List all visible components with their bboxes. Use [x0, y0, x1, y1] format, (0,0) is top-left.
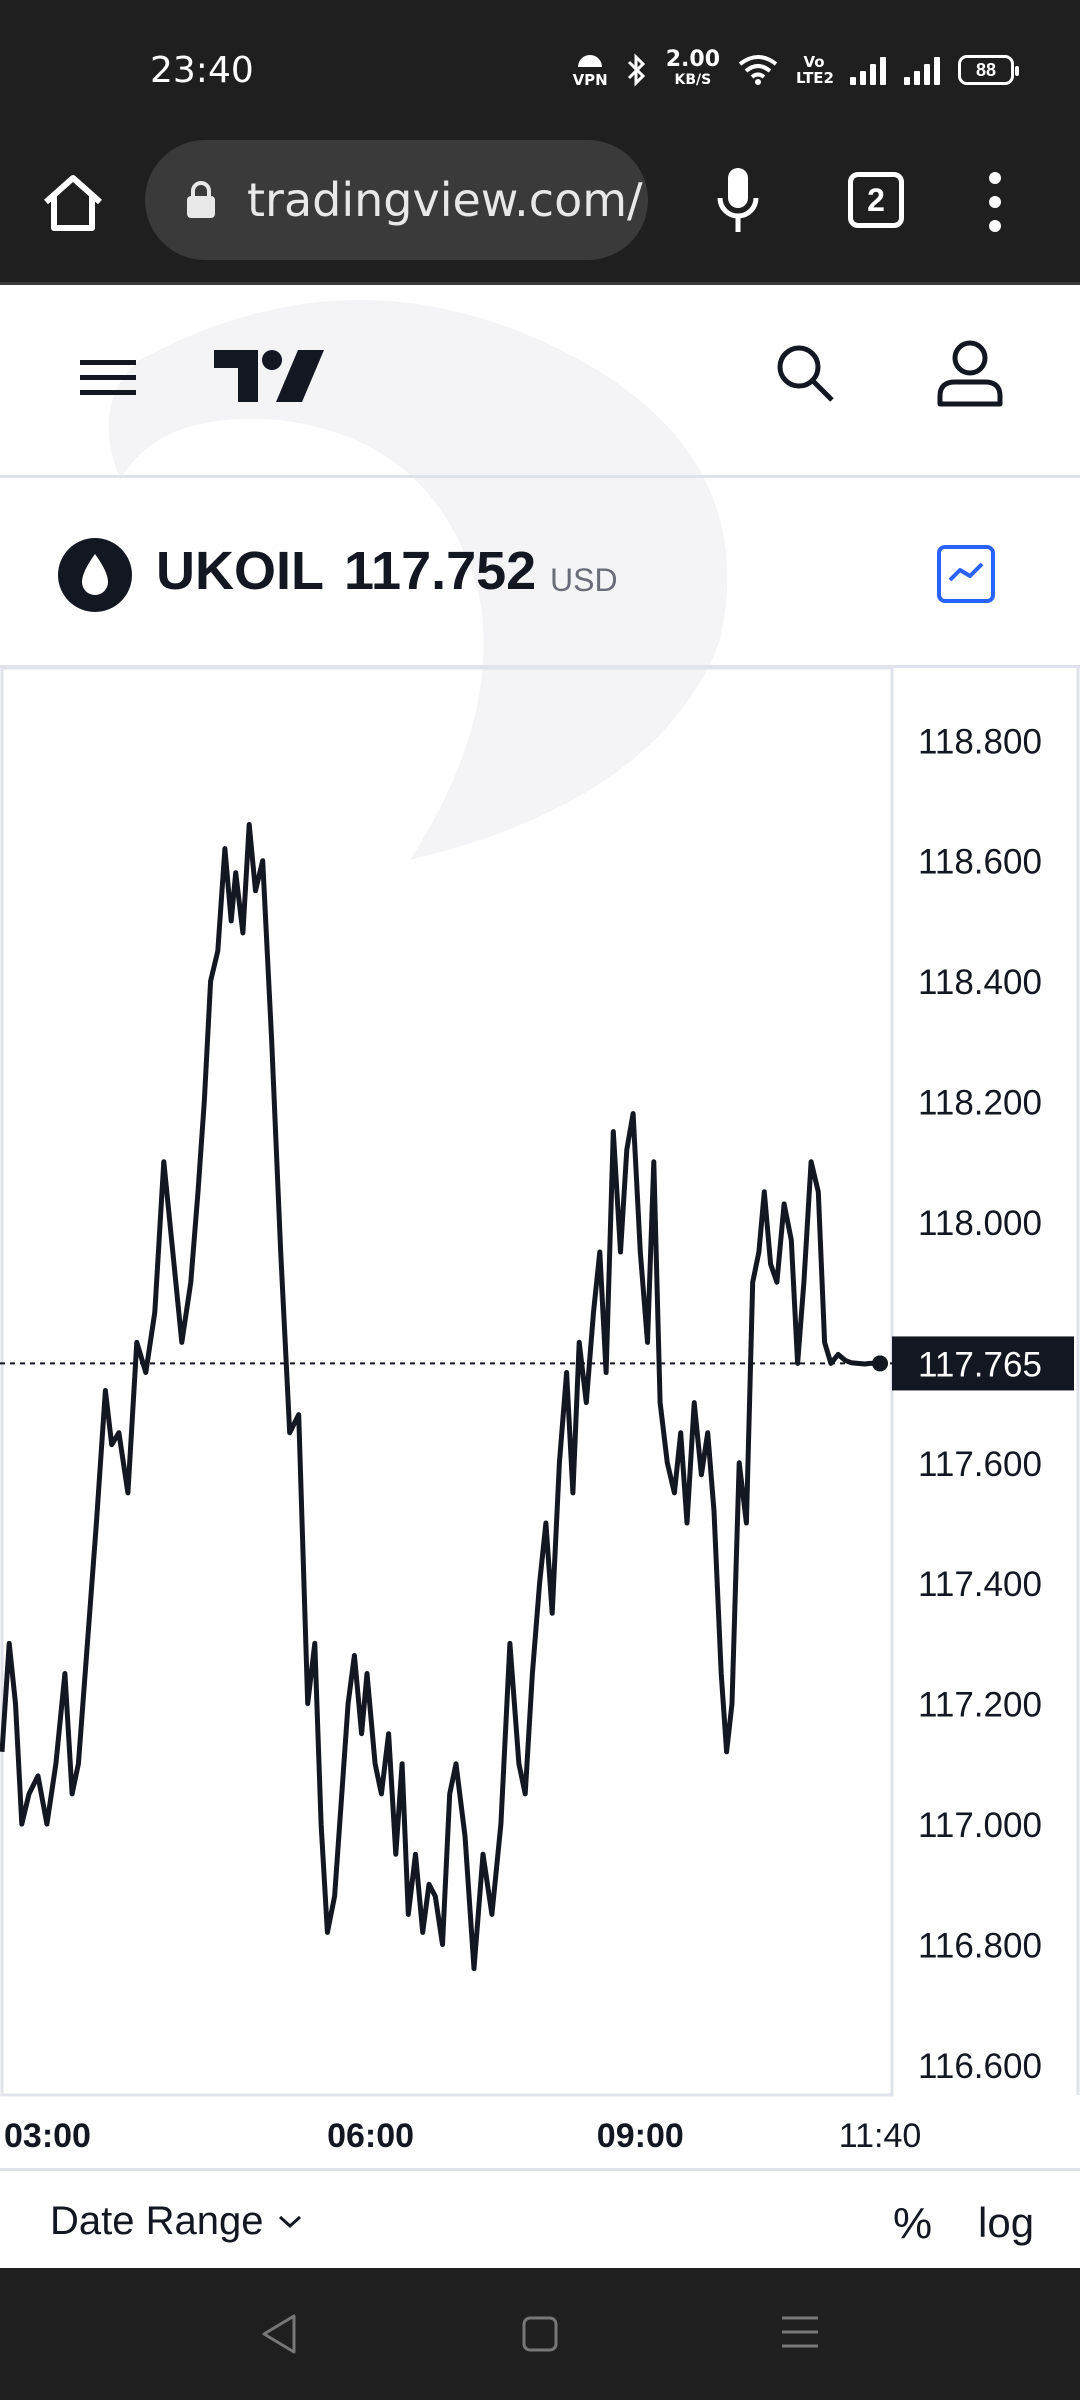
wifi-icon [738, 55, 778, 85]
url-text[interactable]: tradingview.com/ [247, 173, 643, 227]
microphone-icon[interactable] [710, 164, 766, 236]
vpn-icon: VPN [573, 53, 608, 88]
y-tick-label: 118.600 [918, 843, 1042, 882]
symbol-currency: USD [550, 562, 618, 598]
oil-drop-icon [58, 538, 132, 612]
user-account-icon[interactable] [935, 338, 1005, 408]
tab-switcher-button[interactable]: 2 [848, 172, 904, 228]
y-tick-label: 118.400 [918, 963, 1042, 1002]
percent-scale-button[interactable]: % [893, 2199, 933, 2248]
x-tick-label: 06:00 [327, 2117, 414, 2155]
date-range-label: Date Range [50, 2199, 264, 2243]
current-price-box [892, 1336, 1074, 1391]
volte-icon: Vo LTE2 [796, 53, 834, 87]
y-tick-label: 118.000 [918, 1204, 1042, 1243]
recent-apps-icon[interactable] [780, 2312, 820, 2352]
current-price-label: 117.765 [918, 1345, 1042, 1384]
y-tick-label: 117.600 [918, 1445, 1042, 1484]
status-bar: 23:40 VPN 2.00 KB/S Vo LTE2 88 [0, 0, 1080, 140]
x-tick-label: 09:00 [597, 2117, 684, 2155]
symbol-name[interactable]: UKOIL [156, 541, 324, 601]
status-time: 23:40 [150, 50, 254, 91]
watermark-logo [108, 300, 728, 860]
site-header [0, 288, 1080, 478]
tradingview-logo[interactable] [214, 346, 324, 406]
y-tick-label: 118.200 [918, 1084, 1042, 1123]
vpn-key-icon [578, 54, 603, 67]
home-icon[interactable] [38, 168, 108, 238]
date-range-button[interactable]: Date Range [50, 2199, 303, 2244]
y-tick-label: 118.800 [918, 722, 1042, 761]
chevron-down-icon [279, 2215, 302, 2228]
y-tick-label: 117.200 [918, 1686, 1042, 1725]
network-speed: 2.00 KB/S [665, 47, 720, 89]
price-chart[interactable]: 118.800 118.600 118.400 118.200 118.000 117.6… [0, 668, 1080, 2165]
symbol-header: UKOIL 117.752 USD [0, 478, 1080, 668]
y-tick-label: 116.800 [918, 1926, 1042, 1965]
hamburger-menu-icon[interactable] [80, 358, 136, 398]
chart-svg[interactable]: 118.800 118.600 118.400 118.200 118.000 117.6… [0, 668, 1080, 2165]
signal-icon [850, 55, 886, 85]
y-tick-label: 117.400 [918, 1565, 1042, 1604]
y-tick-label: 117.000 [918, 1806, 1042, 1845]
symbol-price: 117.752 [344, 541, 537, 601]
system-navigation-bar [0, 2268, 1080, 2400]
x-tick-label: 11:40 [839, 2117, 922, 2155]
series-line [0, 822, 880, 1972]
home-nav-icon[interactable] [518, 2312, 562, 2356]
bluetooth-icon [627, 53, 645, 87]
lock-icon [187, 181, 215, 218]
chart-toolbar: Date Range % log [0, 2168, 1080, 2268]
status-icons: VPN 2.00 KB/S Vo LTE2 88 [573, 47, 1019, 90]
more-menu-icon[interactable] [985, 170, 1005, 234]
battery-icon: 88 [958, 55, 1019, 85]
chart-type-icon[interactable] [936, 544, 996, 604]
y-tick-label: 116.600 [918, 2047, 1042, 2086]
address-bar[interactable]: tradingview.com/ [145, 140, 648, 260]
signal-icon-2 [904, 55, 940, 85]
search-icon[interactable] [774, 342, 836, 404]
back-icon[interactable] [258, 2312, 302, 2356]
log-scale-button[interactable]: log [978, 2199, 1035, 2246]
browser-toolbar: tradingview.com/ 2 [0, 140, 1080, 285]
x-tick-label: 03:00 [4, 2117, 91, 2155]
